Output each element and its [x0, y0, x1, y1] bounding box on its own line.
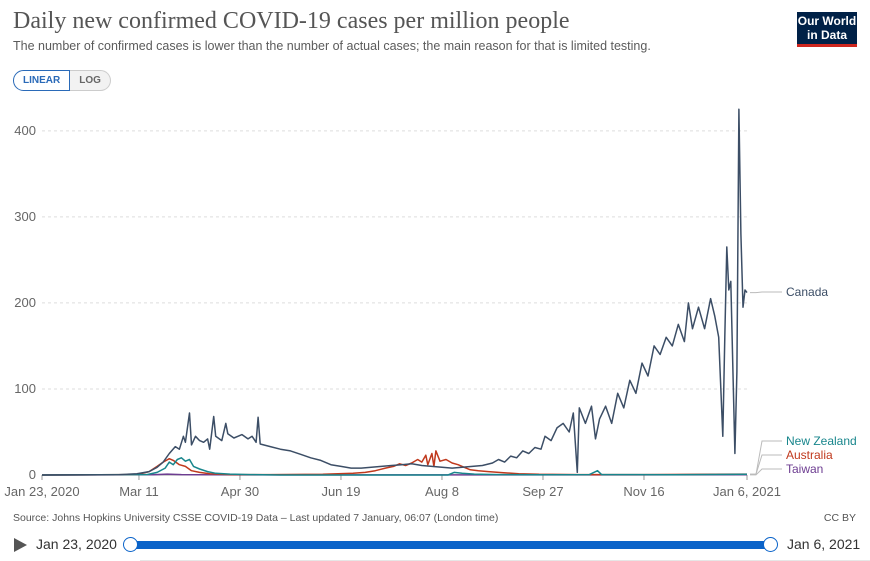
x-axis: Jan 23, 2020 Mar 11 Apr 30 Jun 19 Aug 8 Sep 2…	[4, 475, 781, 499]
license-link[interactable]: CC BY	[823, 512, 856, 524]
timeline-track[interactable]	[130, 541, 770, 549]
x-tick-label: Jun 19	[321, 484, 360, 499]
x-tick-label: Aug 8	[425, 484, 459, 499]
series-label-australia[interactable]: Australia	[786, 448, 833, 462]
series-lines	[41, 108, 748, 476]
chart-title: Daily new confirmed COVID-19 cases per m…	[13, 8, 570, 34]
y-tick-label: 100	[14, 381, 36, 396]
timeline-start-handle[interactable]	[123, 537, 138, 552]
y-tick-label: 300	[14, 209, 36, 224]
series-line-new-zealand[interactable]	[41, 457, 748, 476]
series-label-taiwan[interactable]: Taiwan	[786, 462, 823, 476]
x-tick-label: Nov 16	[623, 484, 664, 499]
label-connector	[750, 468, 782, 476]
x-tick-label: Apr 30	[221, 484, 259, 499]
x-tick-label: Sep 27	[522, 484, 563, 499]
x-tick-label: Jan 23, 2020	[4, 484, 79, 499]
label-connector	[750, 291, 782, 294]
series-label-canada[interactable]: Canada	[786, 285, 828, 299]
chart-subtitle: The number of confirmed cases is lower t…	[13, 39, 651, 53]
timeline-end-label: Jan 6, 2021	[787, 536, 861, 552]
play-icon[interactable]	[14, 538, 27, 552]
source-note: Source: Johns Hopkins University CSSE CO…	[13, 512, 499, 524]
timeline-start-label: Jan 23, 2020	[36, 536, 117, 552]
x-tick-label: Mar 11	[119, 484, 159, 499]
x-tick-label: Jan 6, 2021	[713, 484, 781, 499]
linear-scale-button[interactable]: LINEAR	[13, 70, 71, 91]
y-axis: 0 100 200 300 400	[14, 123, 36, 482]
series-label-new-zealand[interactable]: New Zealand	[786, 434, 857, 448]
series-line-australia[interactable]	[41, 450, 748, 476]
timeline: Jan 23, 2020 Jan 6, 2021	[0, 530, 870, 561]
log-scale-button[interactable]: LOG	[70, 70, 111, 91]
scale-toggle: LINEAR LOG	[13, 70, 111, 91]
owid-logo[interactable]: Our World in Data	[797, 12, 857, 47]
logo-line-1: Our World	[797, 14, 857, 28]
y-tick-label: 400	[14, 123, 36, 138]
timeline-end-handle[interactable]	[763, 537, 778, 552]
y-tick-label: 200	[14, 295, 36, 310]
grid-lines	[42, 130, 747, 476]
y-tick-label: 0	[29, 467, 36, 482]
line-chart: 0 100 200 300 400 Jan 23, 2020 Mar 11 Apr 30 Ju…	[4, 108, 857, 499]
logo-line-2: in Data	[806, 28, 847, 42]
label-connector	[750, 454, 782, 475]
series-line-canada[interactable]	[41, 108, 748, 476]
